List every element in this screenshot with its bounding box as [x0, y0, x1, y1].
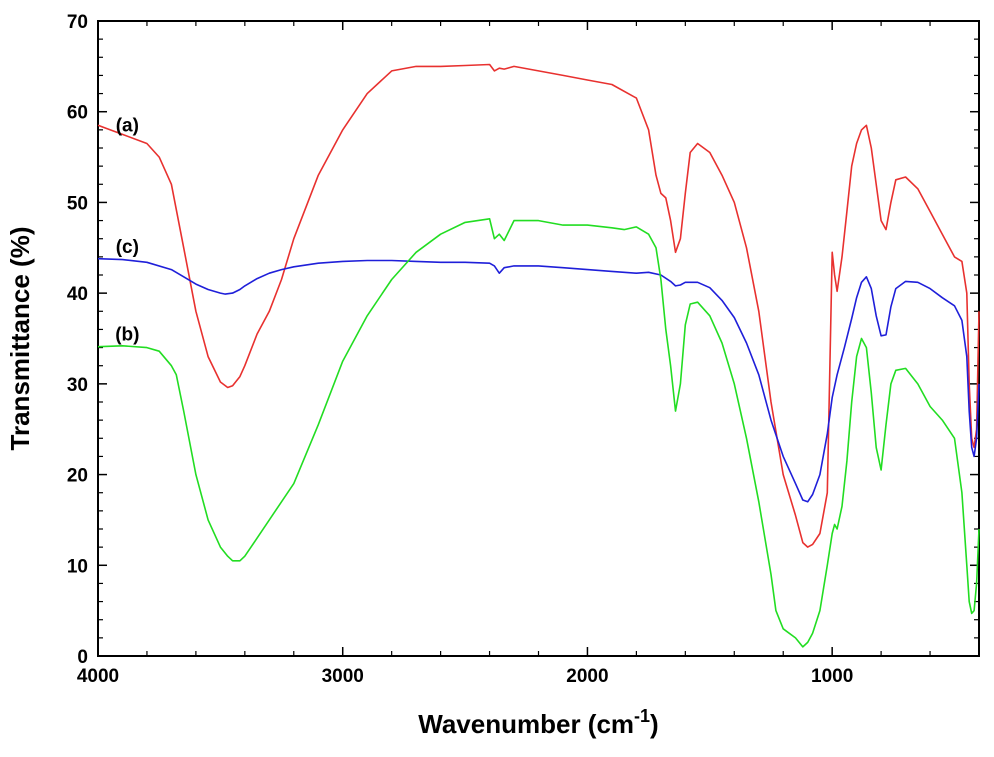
series-annotation: (c) — [116, 237, 139, 258]
x-tick-label: 4000 — [77, 666, 119, 687]
x-axis-title-main: Wavenumber (cm — [418, 709, 634, 739]
series-group — [97, 63, 980, 648]
y-tick-label: 70 — [67, 12, 88, 33]
tick-labels: 4000 3000 2000 1000 0 10 20 30 40 50 60 70 — [67, 12, 853, 687]
x-axis-title-superscript: -1 — [634, 706, 650, 726]
x-tick-label: 1000 — [811, 666, 853, 687]
series-line-2 — [97, 218, 980, 648]
y-tick-label: 50 — [67, 193, 88, 214]
x-axis-title: Wavenumber (cm-1) — [418, 706, 658, 739]
y-axis-title: Transmittance (%) — [5, 227, 35, 451]
axis-ticks — [97, 20, 980, 657]
x-axis-title-end: ) — [650, 709, 659, 739]
series-line-1 — [97, 257, 980, 503]
y-tick-label: 60 — [67, 103, 88, 124]
y-tick-label: 30 — [67, 375, 88, 396]
plot-area — [97, 20, 980, 657]
series-annotation: (a) — [116, 116, 139, 137]
series-line-0 — [97, 63, 980, 548]
annotations: (a) (c) (b) — [115, 116, 139, 346]
y-tick-label: 20 — [67, 466, 88, 487]
series-annotation: (b) — [115, 324, 139, 345]
y-tick-label: 10 — [67, 556, 88, 577]
y-tick-label: 40 — [67, 284, 88, 305]
x-tick-label: 3000 — [322, 666, 364, 687]
y-tick-label: 0 — [77, 647, 88, 668]
x-tick-label: 2000 — [566, 666, 608, 687]
